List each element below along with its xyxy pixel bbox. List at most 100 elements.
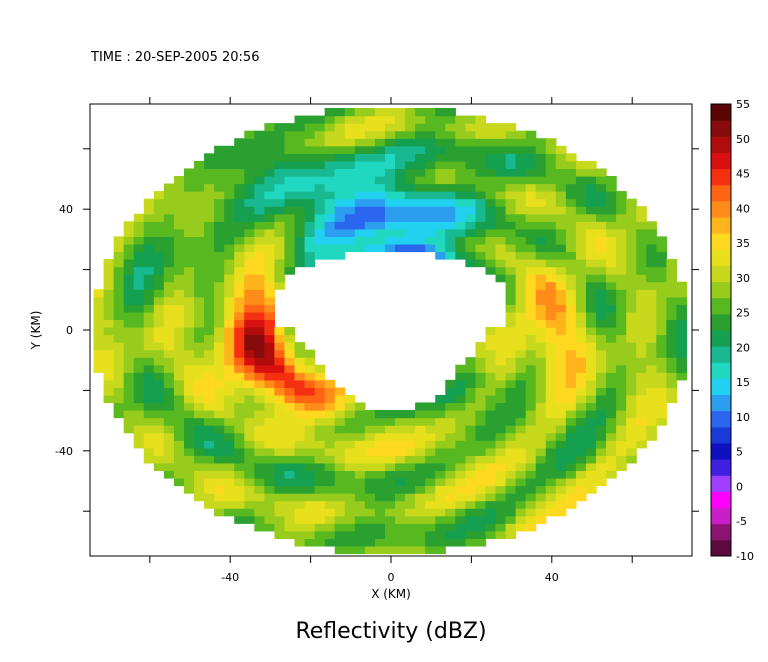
field-cell	[234, 425, 245, 434]
field-cell	[284, 183, 296, 192]
field-cell	[395, 508, 406, 517]
field-cell	[153, 379, 165, 388]
field-cell	[364, 545, 376, 555]
field-cell	[565, 364, 577, 373]
field-cell	[395, 153, 406, 162]
field-cell	[334, 410, 346, 419]
field-cell	[314, 470, 326, 479]
field-cell	[596, 432, 607, 441]
field-cell	[425, 515, 436, 524]
field-cell	[435, 228, 446, 237]
field-cell	[234, 334, 245, 343]
field-cell	[324, 432, 336, 441]
field-cell	[244, 508, 255, 517]
field-cell	[163, 259, 175, 268]
field-cell	[606, 266, 617, 275]
field-cell	[505, 508, 517, 517]
field-cell	[334, 183, 346, 192]
field-cell	[123, 372, 135, 381]
field-cell	[143, 198, 155, 207]
field-cell	[505, 342, 517, 351]
field-cell	[254, 326, 265, 336]
field-cell	[264, 304, 276, 313]
field-cell	[585, 394, 597, 404]
field-cell	[344, 515, 356, 524]
field-cell	[93, 334, 105, 343]
field-cell	[555, 319, 567, 328]
field-cell	[133, 402, 145, 411]
field-cell	[254, 394, 265, 404]
field-cell	[485, 508, 497, 517]
field-cell	[304, 538, 316, 547]
field-cell	[314, 221, 326, 230]
field-cell	[636, 387, 647, 396]
field-cell	[274, 455, 286, 464]
field-cell	[384, 175, 396, 185]
field-cell	[344, 108, 356, 117]
field-cell	[626, 372, 637, 381]
field-cell	[545, 213, 557, 222]
field-cell	[113, 326, 125, 336]
field-cell	[435, 206, 446, 215]
field-cell	[515, 221, 527, 230]
field-cell	[525, 523, 537, 532]
field-cell	[113, 266, 125, 275]
field-cell	[606, 289, 617, 298]
field-cell	[475, 523, 487, 532]
field-cell	[354, 236, 366, 245]
field-cell	[596, 334, 607, 343]
field-cell	[274, 334, 286, 343]
field-cell	[656, 387, 667, 396]
field-cell	[545, 493, 557, 502]
field-cell	[565, 281, 577, 290]
field-cell	[505, 440, 517, 449]
field-cell	[495, 123, 507, 132]
field-cell	[123, 251, 135, 260]
field-cell	[304, 394, 316, 404]
field-cell	[405, 145, 416, 154]
field-cell	[505, 319, 517, 328]
field-cell	[314, 485, 326, 494]
field-cell	[465, 538, 477, 547]
field-cell	[455, 387, 466, 396]
field-cell	[525, 402, 537, 411]
field-cell	[656, 243, 667, 253]
field-cell	[425, 545, 436, 555]
field-cell	[284, 228, 296, 237]
field-cell	[103, 394, 115, 404]
field-cell	[143, 394, 155, 404]
field-cell	[234, 387, 245, 396]
field-cell	[194, 236, 205, 245]
field-cell	[405, 243, 416, 253]
field-cell	[354, 508, 366, 517]
field-cell	[274, 364, 286, 373]
field-cell	[214, 342, 225, 351]
field-cell	[364, 145, 376, 154]
field-cell	[254, 236, 265, 245]
field-cell	[284, 432, 296, 441]
field-cell	[395, 545, 406, 555]
field-cell	[163, 183, 175, 192]
field-cell	[254, 523, 265, 532]
field-cell	[314, 213, 326, 222]
field-cell	[425, 538, 436, 547]
field-cell	[364, 175, 376, 185]
field-cell	[294, 538, 306, 547]
field-cell	[284, 440, 296, 449]
field-cell	[93, 289, 105, 298]
field-cell	[123, 243, 135, 253]
field-cell	[626, 432, 637, 441]
field-cell	[324, 213, 336, 222]
field-cell	[183, 394, 195, 404]
field-cell	[284, 462, 296, 472]
field-cell	[163, 357, 175, 366]
field-cell	[535, 342, 547, 351]
field-cell	[455, 123, 466, 132]
field-cell	[565, 394, 577, 404]
field-cell	[254, 296, 265, 305]
field-cell	[133, 364, 145, 373]
field-cell	[585, 160, 597, 170]
field-cell	[445, 183, 456, 192]
field-cell	[515, 493, 527, 502]
field-cell	[475, 206, 487, 215]
